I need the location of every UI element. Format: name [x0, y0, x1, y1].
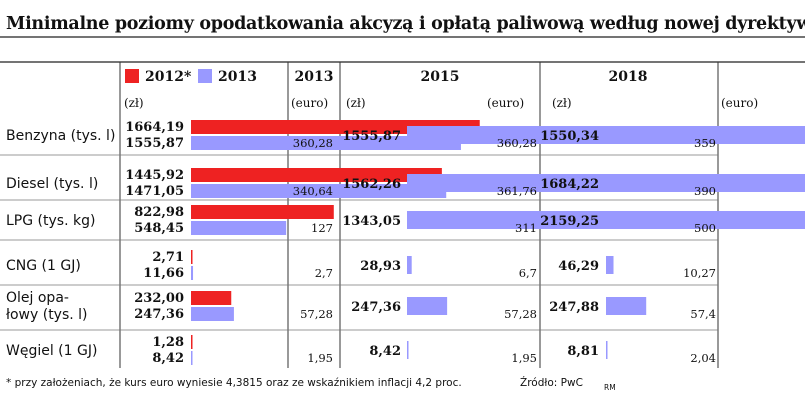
euro-value: 1,95 — [307, 351, 333, 365]
bar-2018 — [606, 256, 614, 274]
bar-2013-panel-2012 — [191, 250, 193, 264]
bar-2018 — [606, 341, 608, 359]
legend-swatch-2013 — [198, 69, 212, 83]
category-label: Olej opa- — [6, 290, 69, 306]
footnote: * przy założeniach, że kurs euro wyniesi… — [6, 377, 462, 389]
legend-swatch-2012 — [125, 69, 139, 83]
value-label: 8,81 — [567, 344, 599, 359]
value-label: 1684,22 — [540, 177, 599, 192]
bar-2013-panel-2013 — [191, 221, 287, 235]
unit-pln: (zł) — [552, 96, 572, 110]
unit-eur: (euro) — [487, 96, 524, 110]
bar-2013-panel-2013 — [191, 266, 194, 280]
unit-eur: (euro) — [291, 96, 328, 110]
category-label: Diesel (tys. l) — [6, 176, 98, 192]
euro-value: 6,7 — [519, 266, 537, 280]
category-label: Benzyna (tys. l) — [6, 128, 115, 144]
bar-2018 — [606, 211, 805, 229]
bar-2018 — [606, 297, 647, 315]
euro-value: 2,04 — [690, 351, 716, 365]
bar-2013-panel-2012 — [191, 291, 232, 305]
category-label: Węgiel (1 GJ) — [6, 343, 97, 359]
bar-2015 — [407, 297, 448, 315]
value-label: 2,71 — [152, 250, 184, 265]
value-label: 11,66 — [143, 266, 184, 281]
bar-2013-panel-2013 — [191, 351, 193, 365]
euro-value: 361,76 — [497, 184, 537, 198]
credit: RM — [604, 383, 616, 392]
value-label: 247,88 — [549, 300, 599, 315]
value-label: 232,00 — [134, 291, 184, 306]
euro-value: 311 — [515, 221, 537, 235]
euro-value: 127 — [311, 221, 333, 235]
euro-value: 57,28 — [504, 307, 537, 321]
bar-2015 — [407, 341, 409, 359]
bar-2015 — [407, 211, 625, 229]
bar-2013-panel-2013 — [191, 184, 447, 198]
value-label: 1550,34 — [540, 129, 599, 144]
bar-2013-panel-2012 — [191, 168, 442, 182]
legend-label-2013: 2013 — [218, 69, 257, 85]
legend-label-2012: 2012* — [145, 69, 192, 85]
bar-2013-panel-2012 — [191, 205, 334, 219]
bar-2018 — [606, 174, 805, 192]
value-label: 2159,25 — [540, 214, 599, 229]
bar-2013-panel-2012 — [191, 335, 193, 349]
unit-eur: (euro) — [721, 96, 758, 110]
source: Źródło: PwC — [520, 376, 583, 389]
category-label: CNG (1 GJ) — [6, 258, 81, 274]
value-label: 1664,19 — [125, 120, 184, 135]
value-label: 1555,87 — [125, 136, 184, 151]
value-label: 46,29 — [558, 259, 599, 274]
bar-2015 — [407, 126, 660, 144]
value-label: 8,42 — [152, 351, 184, 366]
euro-value: 360,28 — [497, 136, 537, 150]
euro-value: 2,7 — [315, 266, 333, 280]
euro-value: 10,27 — [683, 266, 716, 280]
bar-2015 — [407, 174, 661, 192]
value-label: 1445,92 — [125, 168, 184, 183]
bar-2013-panel-2013 — [191, 136, 461, 150]
euro-value: 359 — [694, 136, 716, 150]
value-label: 8,42 — [369, 344, 401, 359]
value-label: 822,98 — [134, 205, 184, 220]
unit-pln: (zł) — [124, 96, 144, 110]
category-label: LPG (tys. kg) — [6, 213, 95, 229]
value-label: 1343,05 — [342, 214, 401, 229]
bar-2015 — [407, 256, 412, 274]
euro-value: 360,28 — [293, 136, 333, 150]
value-label: 1562,26 — [342, 177, 401, 192]
panel-header-2015: 2015 — [421, 69, 460, 85]
panel-header-2013: 2013 — [295, 69, 334, 85]
value-label: 247,36 — [134, 307, 184, 322]
chart-title: Minimalne poziomy opodatkowania akcyzą i… — [6, 14, 805, 34]
bar-2013-panel-2013 — [191, 307, 234, 321]
euro-value: 340,64 — [293, 184, 333, 198]
euro-value: 57,28 — [300, 307, 333, 321]
value-label: 1471,05 — [125, 184, 184, 199]
euro-value: 57,4 — [690, 307, 716, 321]
euro-value: 1,95 — [511, 351, 537, 365]
value-label: 1555,87 — [342, 129, 401, 144]
value-label: 247,36 — [351, 300, 401, 315]
value-label: 1,28 — [152, 335, 184, 350]
value-label: 548,45 — [134, 221, 184, 236]
value-label: 28,93 — [360, 259, 401, 274]
euro-value: 500 — [694, 221, 716, 235]
bar-2018 — [606, 126, 805, 144]
category-label: łowy (tys. l) — [6, 307, 88, 323]
unit-pln: (zł) — [346, 96, 366, 110]
panel-header-2018: 2018 — [609, 69, 648, 85]
euro-value: 390 — [694, 184, 716, 198]
